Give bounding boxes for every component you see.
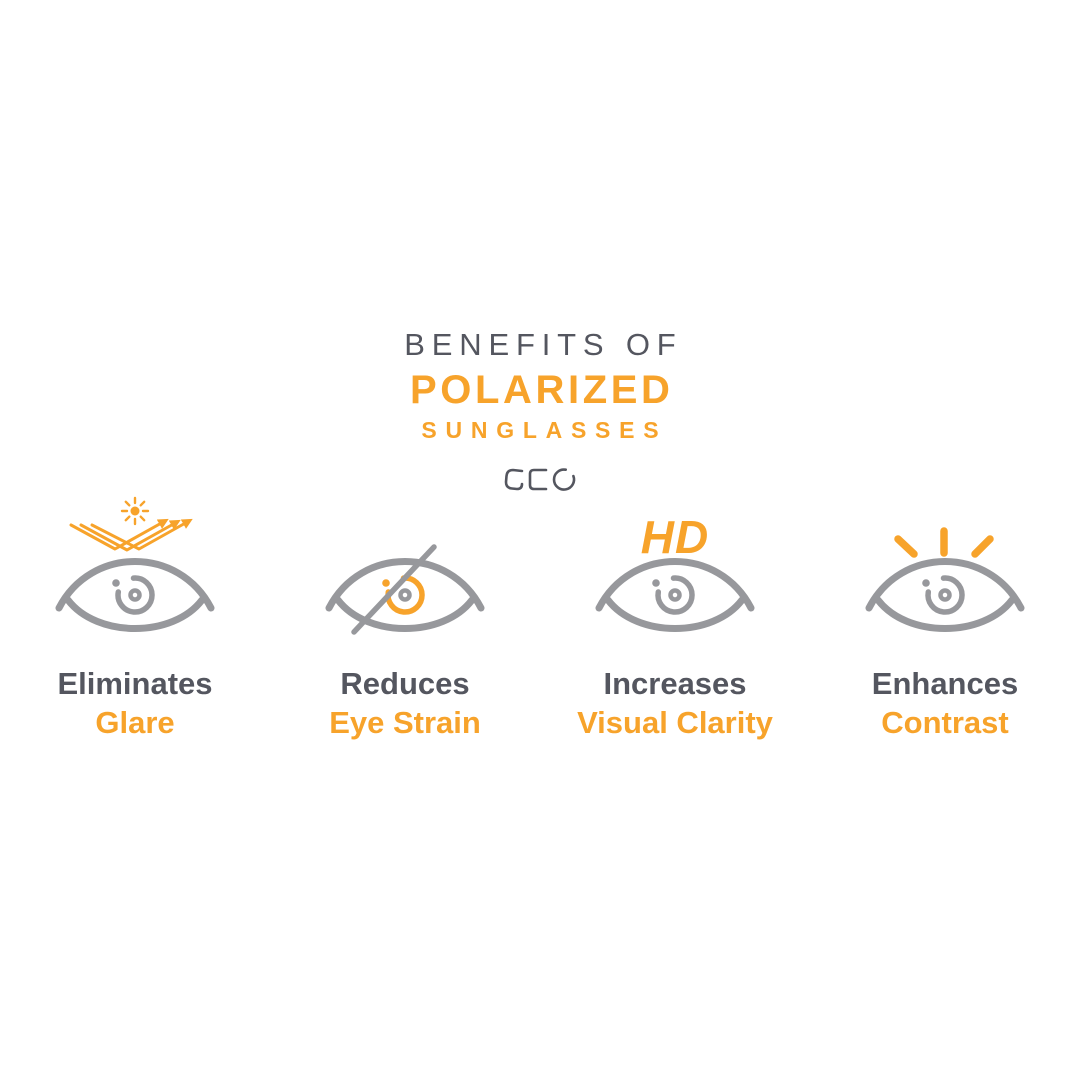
benefit-action-label: Eliminates — [57, 666, 213, 701]
sparkle-eye-icon — [835, 527, 1055, 654]
benefits-row: Eliminates Glare Reduces Eye Strain HD — [0, 494, 1080, 738]
benefit-item-contrast: Enhances Contrast — [810, 494, 1080, 738]
title-eyebrow: BENEFITS OF — [404, 327, 683, 362]
benefit-item-glare: Eliminates Glare — [0, 494, 270, 738]
benefit-item-eye-strain: Reduces Eye Strain — [270, 494, 540, 738]
crossed-eye-icon — [295, 544, 515, 635]
hd-eye-icon: HD — [565, 511, 785, 654]
benefit-subject-label: Eye Strain — [329, 705, 481, 740]
benefit-subject-label: Glare — [95, 705, 175, 740]
reflection-arrows — [69, 518, 193, 552]
benefit-subject-label: Contrast — [881, 705, 1009, 740]
sun-reflection-eye-icon — [25, 496, 245, 654]
shine-rays — [894, 527, 994, 558]
benefit-action-label: Reduces — [340, 666, 470, 701]
title-main: POLARIZED — [410, 368, 674, 412]
benefit-action-label: Increases — [603, 666, 747, 701]
title-sub: SUNGLASSES — [421, 417, 668, 443]
sun-icon — [120, 496, 150, 526]
benefit-item-visual-clarity: HD Increases Visual Clarity — [540, 494, 810, 738]
sunglasses-icon — [504, 468, 576, 491]
strikethrough-line — [351, 544, 437, 635]
benefit-action-label: Enhances — [871, 666, 1019, 701]
hd-label: HD — [641, 511, 709, 563]
title-block: BENEFITS OF POLARIZED SUNGLASSES — [0, 329, 1080, 498]
logo-wrap — [0, 462, 1080, 498]
benefit-subject-label: Visual Clarity — [577, 705, 773, 740]
